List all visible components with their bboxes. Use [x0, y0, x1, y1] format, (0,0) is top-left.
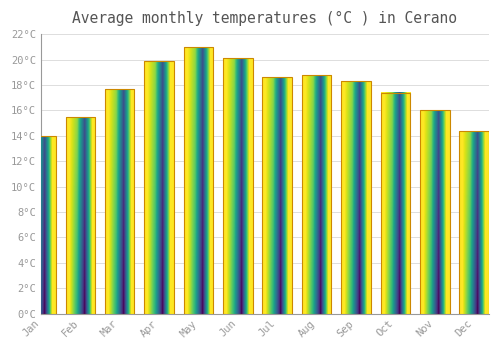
Bar	[302, 75, 332, 314]
Bar	[105, 89, 134, 314]
Bar	[144, 61, 174, 314]
Bar	[223, 58, 252, 314]
Bar	[66, 117, 95, 314]
Bar	[105, 89, 134, 314]
Bar	[184, 47, 213, 314]
Bar	[420, 111, 450, 314]
Bar	[380, 93, 410, 314]
Bar	[341, 81, 371, 314]
Bar	[184, 47, 213, 314]
Bar	[380, 93, 410, 314]
Bar	[262, 77, 292, 314]
Bar	[223, 58, 252, 314]
Title: Average monthly temperatures (°C ) in Cerano: Average monthly temperatures (°C ) in Ce…	[72, 11, 458, 26]
Bar	[341, 81, 371, 314]
Bar	[460, 131, 489, 314]
Bar	[26, 136, 56, 314]
Bar	[66, 117, 95, 314]
Bar	[420, 111, 450, 314]
Bar	[144, 61, 174, 314]
Bar	[26, 136, 56, 314]
Bar	[460, 131, 489, 314]
Bar	[262, 77, 292, 314]
Bar	[302, 75, 332, 314]
